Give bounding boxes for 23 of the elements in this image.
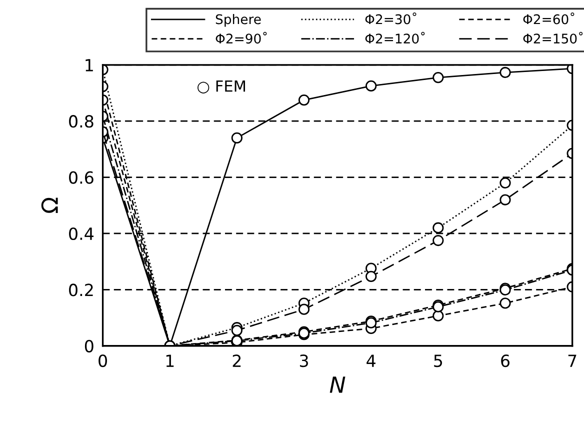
x-tick-label: 7 <box>568 354 576 367</box>
x-axis-title: N <box>330 376 346 393</box>
x-tick-label: 3 <box>300 354 308 368</box>
legend-label: Φ2=60˚ <box>523 12 574 24</box>
y-tick-label: 0 <box>84 340 94 352</box>
legend-label: Φ2=120˚ <box>365 32 425 44</box>
legend-label: Φ2=30˚ <box>365 12 416 24</box>
annotation: ○ FEM <box>198 80 246 94</box>
x-tick-label: 0 <box>98 354 107 368</box>
y-tick-label: 0.4 <box>69 227 94 240</box>
legend-label: Φ2=150˚ <box>523 32 583 44</box>
x-tick-label: 6 <box>501 354 510 368</box>
x-tick-label: 1 <box>166 354 174 367</box>
y-tick-label: 0.6 <box>69 171 94 184</box>
y-axis-title: Ω <box>41 198 58 214</box>
y-tick-label: 1 <box>86 59 93 72</box>
y-tick-label: 0.8 <box>69 115 94 128</box>
legend-label: Sphere <box>216 14 261 27</box>
x-tick-label: 5 <box>434 354 442 368</box>
x-tick-label: 4 <box>366 354 376 367</box>
legend-label: Φ2=90˚ <box>216 32 267 44</box>
x-tick-label: 2 <box>232 354 241 367</box>
y-tick-label: 0.2 <box>69 284 93 296</box>
